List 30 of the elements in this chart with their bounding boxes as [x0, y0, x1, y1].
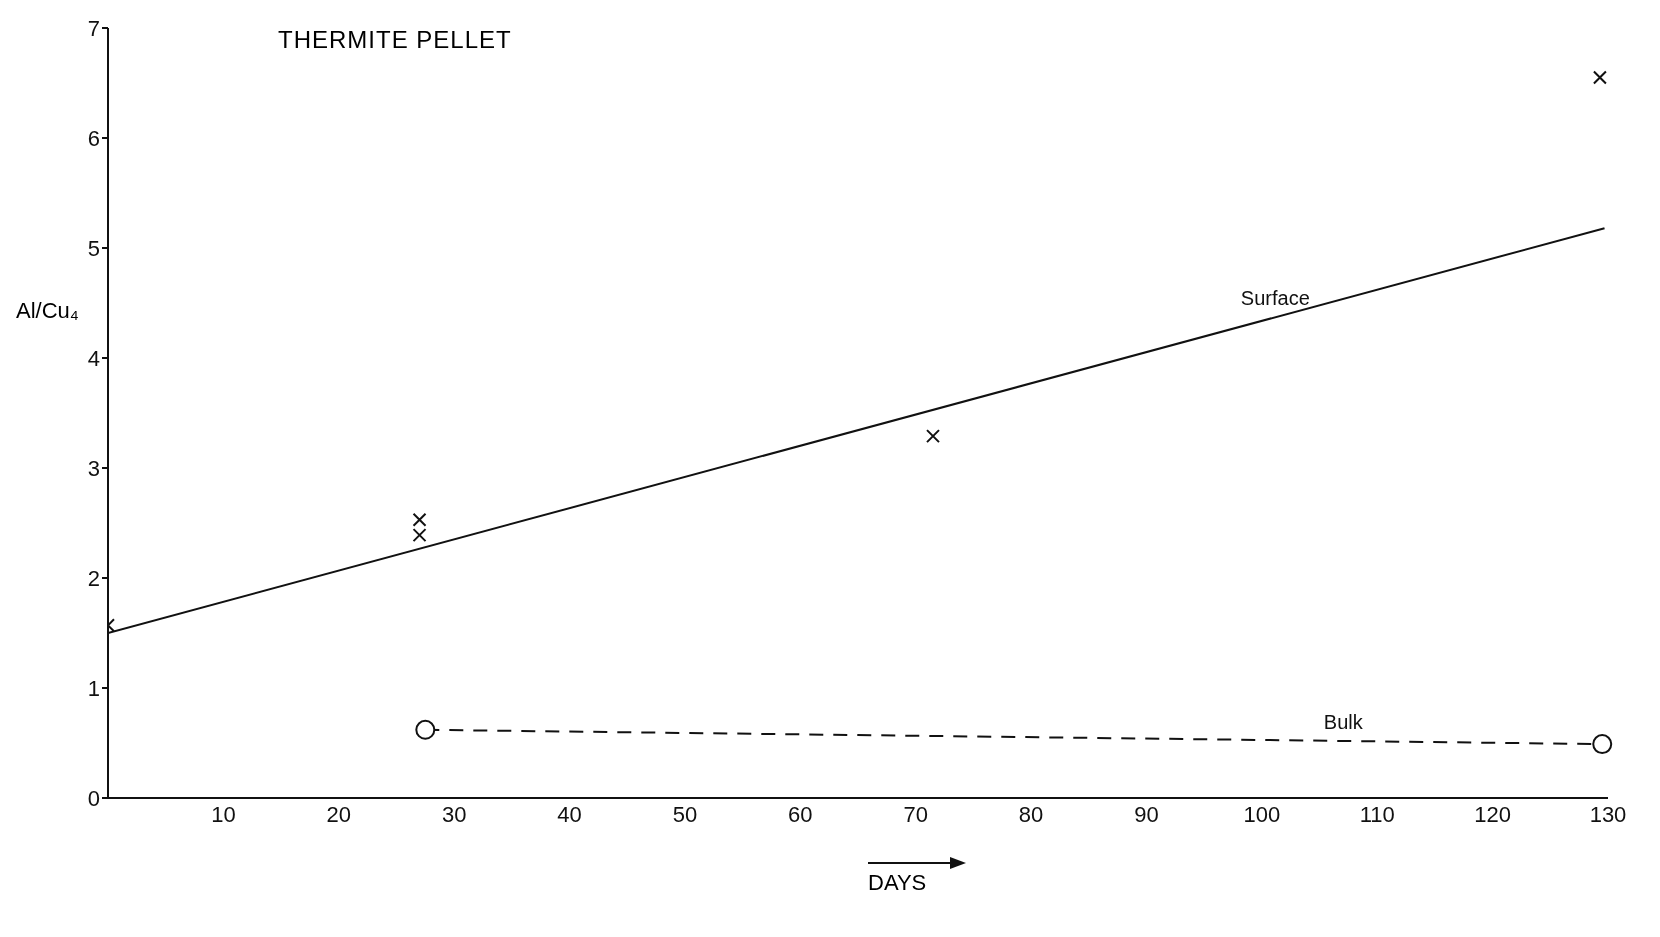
y-tick-label: 5 — [87, 235, 100, 261]
y-tick-label: 0 — [87, 785, 100, 811]
point — [1592, 734, 1613, 755]
y-tick-label: 1 — [87, 675, 100, 701]
chart-title: THERMITE PELLET — [278, 26, 512, 54]
x-tick-label: 110 — [1359, 801, 1395, 827]
y-tick-label: 2 — [87, 565, 100, 591]
x-tick-label: 40 — [557, 801, 582, 827]
x-tick-label: 100 — [1243, 801, 1281, 827]
point — [415, 719, 436, 740]
x-tick-label: 30 — [441, 801, 467, 827]
y-tick-label: 4 — [87, 345, 100, 371]
x-tick-label: 80 — [1018, 801, 1044, 827]
x-tick-label: 60 — [788, 801, 813, 827]
x-tick-label: 50 — [672, 801, 698, 827]
x-tick-label: 90 — [1134, 801, 1159, 827]
y-axis-title: Al/Cu₄ — [16, 298, 79, 324]
x-tick-label: 10 — [211, 801, 236, 827]
series-label: Bulk — [1323, 710, 1364, 733]
x-tick-label: 20 — [326, 801, 352, 827]
point — [1592, 70, 1607, 85]
x-tick-label: 130 — [1589, 801, 1627, 827]
y-tick-label: 6 — [87, 125, 100, 151]
x-tick-label: 120 — [1474, 801, 1511, 827]
series-label: Surface — [1240, 287, 1310, 310]
x-axis-title: DAYS — [868, 870, 927, 896]
y-tick-label: 7 — [87, 15, 100, 41]
point — [926, 429, 940, 444]
x-tick-label: 70 — [903, 801, 928, 827]
y-tick-label: 3 — [87, 455, 100, 481]
